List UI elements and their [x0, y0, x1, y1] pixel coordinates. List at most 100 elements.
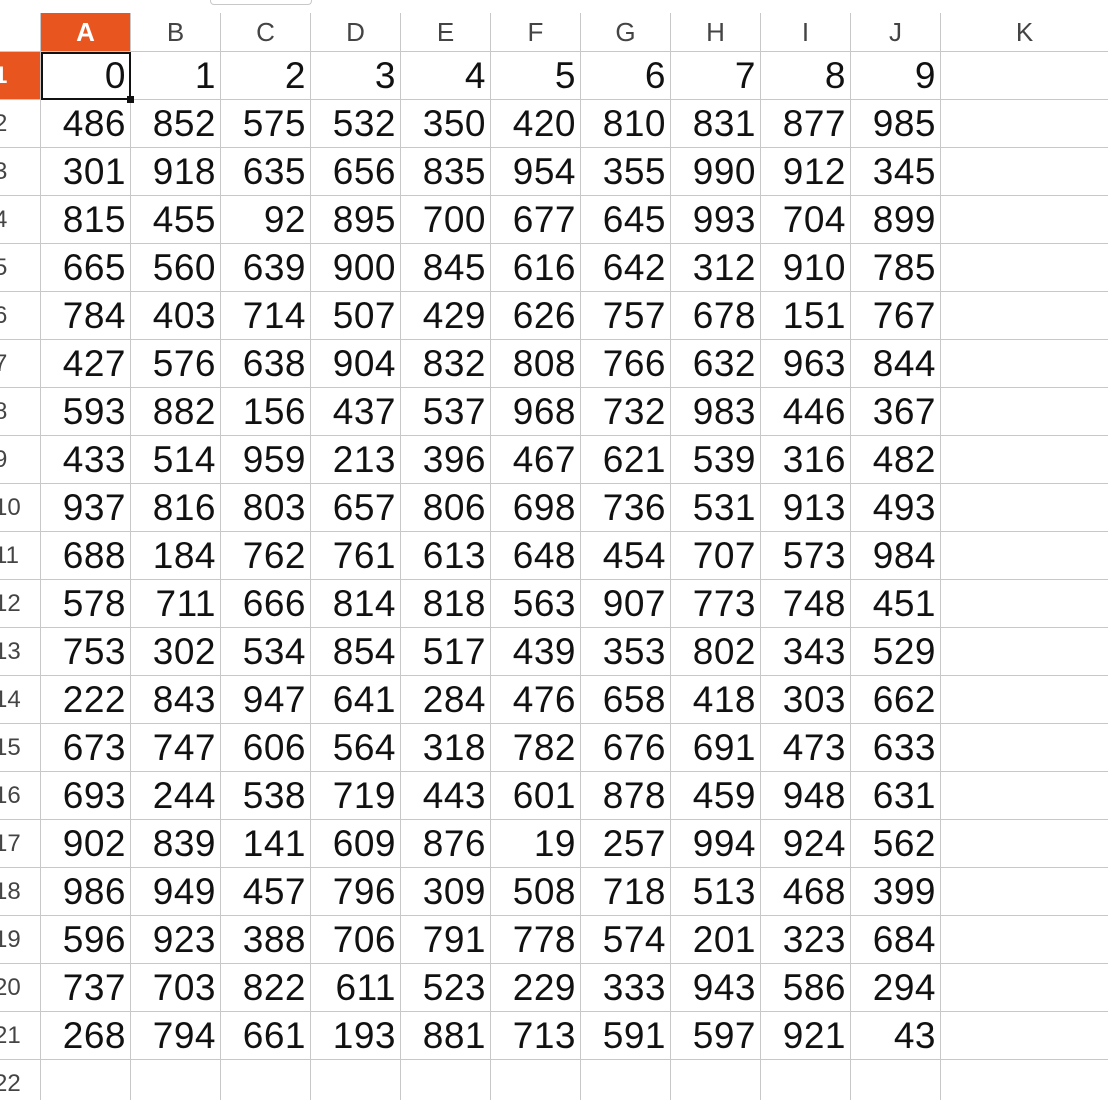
cell-g16[interactable]: 878 [581, 772, 671, 820]
cell-f16[interactable]: 601 [491, 772, 581, 820]
cell-h16[interactable]: 459 [671, 772, 761, 820]
cell-g18[interactable]: 718 [581, 868, 671, 916]
cell-b11[interactable]: 184 [131, 532, 221, 580]
cell-d3[interactable]: 656 [311, 148, 401, 196]
cell-d12[interactable]: 814 [311, 580, 401, 628]
row-header-1[interactable]: 1 [0, 52, 41, 100]
cell-e20[interactable]: 523 [401, 964, 491, 1012]
cell-k16[interactable] [941, 772, 1108, 820]
cell-c14[interactable]: 947 [221, 676, 311, 724]
cell-k3[interactable] [941, 148, 1108, 196]
cell-i7[interactable]: 963 [761, 340, 851, 388]
cell-d16[interactable]: 719 [311, 772, 401, 820]
cell-h22[interactable] [671, 1060, 761, 1100]
column-header-e[interactable]: E [401, 13, 491, 51]
cell-c2[interactable]: 575 [221, 100, 311, 148]
cell-b20[interactable]: 703 [131, 964, 221, 1012]
cell-i12[interactable]: 748 [761, 580, 851, 628]
cell-b12[interactable]: 711 [131, 580, 221, 628]
cell-i2[interactable]: 877 [761, 100, 851, 148]
cell-i4[interactable]: 704 [761, 196, 851, 244]
cell-d20[interactable]: 611 [311, 964, 401, 1012]
cell-f11[interactable]: 648 [491, 532, 581, 580]
cell-e22[interactable] [401, 1060, 491, 1100]
cell-g13[interactable]: 353 [581, 628, 671, 676]
cell-k9[interactable] [941, 436, 1108, 484]
cell-b19[interactable]: 923 [131, 916, 221, 964]
cell-c7[interactable]: 638 [221, 340, 311, 388]
cell-i11[interactable]: 573 [761, 532, 851, 580]
column-header-j[interactable]: J [851, 13, 941, 51]
cell-h10[interactable]: 531 [671, 484, 761, 532]
cell-d17[interactable]: 609 [311, 820, 401, 868]
cell-g2[interactable]: 810 [581, 100, 671, 148]
cell-i9[interactable]: 316 [761, 436, 851, 484]
select-all-corner[interactable] [0, 13, 41, 52]
cell-k5[interactable] [941, 244, 1108, 292]
cell-a5[interactable]: 665 [41, 244, 131, 292]
cell-h17[interactable]: 994 [671, 820, 761, 868]
cell-e2[interactable]: 350 [401, 100, 491, 148]
cell-g20[interactable]: 333 [581, 964, 671, 1012]
cell-h21[interactable]: 597 [671, 1012, 761, 1060]
cell-f21[interactable]: 713 [491, 1012, 581, 1060]
cell-i10[interactable]: 913 [761, 484, 851, 532]
cell-e13[interactable]: 517 [401, 628, 491, 676]
cell-c16[interactable]: 538 [221, 772, 311, 820]
cell-i6[interactable]: 151 [761, 292, 851, 340]
cell-k17[interactable] [941, 820, 1108, 868]
cell-c8[interactable]: 156 [221, 388, 311, 436]
cell-g12[interactable]: 907 [581, 580, 671, 628]
cell-i5[interactable]: 910 [761, 244, 851, 292]
cell-b6[interactable]: 403 [131, 292, 221, 340]
fill-handle[interactable] [127, 96, 134, 103]
cell-f7[interactable]: 808 [491, 340, 581, 388]
cell-e10[interactable]: 806 [401, 484, 491, 532]
cell-f18[interactable]: 508 [491, 868, 581, 916]
cell-a4[interactable]: 815 [41, 196, 131, 244]
cell-f9[interactable]: 467 [491, 436, 581, 484]
cell-d5[interactable]: 900 [311, 244, 401, 292]
cell-b15[interactable]: 747 [131, 724, 221, 772]
cell-b10[interactable]: 816 [131, 484, 221, 532]
cell-k11[interactable] [941, 532, 1108, 580]
cell-c21[interactable]: 661 [221, 1012, 311, 1060]
cell-c6[interactable]: 714 [221, 292, 311, 340]
cell-i14[interactable]: 303 [761, 676, 851, 724]
cell-i3[interactable]: 912 [761, 148, 851, 196]
cell-j16[interactable]: 631 [851, 772, 941, 820]
cell-j1[interactable]: 9 [851, 52, 941, 100]
cell-j15[interactable]: 633 [851, 724, 941, 772]
cell-h1[interactable]: 7 [671, 52, 761, 100]
cell-k13[interactable] [941, 628, 1108, 676]
cell-i16[interactable]: 948 [761, 772, 851, 820]
cell-d13[interactable]: 854 [311, 628, 401, 676]
cell-j8[interactable]: 367 [851, 388, 941, 436]
cell-a2[interactable]: 486 [41, 100, 131, 148]
cell-f19[interactable]: 778 [491, 916, 581, 964]
cell-a13[interactable]: 753 [41, 628, 131, 676]
row-header-18[interactable]: 18 [0, 868, 41, 916]
cell-f5[interactable]: 616 [491, 244, 581, 292]
cell-b7[interactable]: 576 [131, 340, 221, 388]
cell-b16[interactable]: 244 [131, 772, 221, 820]
row-header-8[interactable]: 8 [0, 388, 41, 436]
cell-e8[interactable]: 537 [401, 388, 491, 436]
cell-i8[interactable]: 446 [761, 388, 851, 436]
cell-f14[interactable]: 476 [491, 676, 581, 724]
cell-f15[interactable]: 782 [491, 724, 581, 772]
cell-a21[interactable]: 268 [41, 1012, 131, 1060]
cell-b13[interactable]: 302 [131, 628, 221, 676]
cell-f8[interactable]: 968 [491, 388, 581, 436]
cell-h6[interactable]: 678 [671, 292, 761, 340]
cell-c19[interactable]: 388 [221, 916, 311, 964]
cell-k15[interactable] [941, 724, 1108, 772]
row-header-11[interactable]: 11 [0, 532, 41, 580]
cell-j10[interactable]: 493 [851, 484, 941, 532]
cell-j20[interactable]: 294 [851, 964, 941, 1012]
row-header-16[interactable]: 16 [0, 772, 41, 820]
cell-k1[interactable] [941, 52, 1108, 100]
cell-f2[interactable]: 420 [491, 100, 581, 148]
column-header-g[interactable]: G [581, 13, 671, 51]
cell-e16[interactable]: 443 [401, 772, 491, 820]
